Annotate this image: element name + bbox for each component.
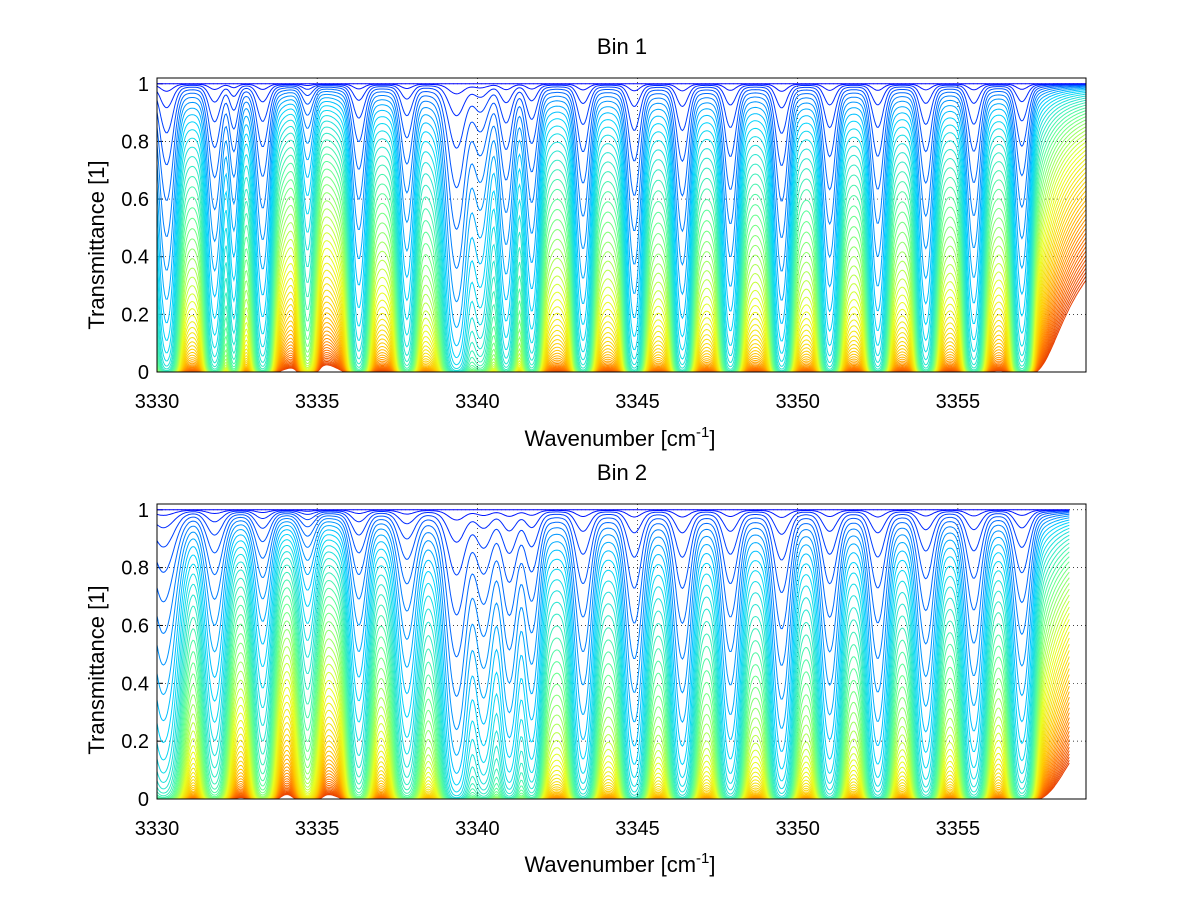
series-line: [156, 83, 1086, 117]
series-line: [156, 110, 1087, 372]
series-line: [156, 86, 1086, 303]
y-tick-label: 1: [138, 500, 149, 522]
series-line: [156, 551, 1070, 799]
x-tick-label: 3340: [455, 391, 500, 413]
y-tick-label: 0: [138, 789, 149, 811]
series-line: [156, 542, 1070, 799]
x-tick-label: 3330: [135, 391, 180, 413]
x-tick-labels: 3330 3335 3340 3345 3350 3355: [135, 818, 980, 840]
x-tick-label: 3335: [295, 391, 340, 413]
x-tick-label: 3340: [455, 818, 500, 840]
x-axis-label: Wavenumber [cm-1]: [524, 850, 715, 877]
series-line: [156, 511, 1070, 616]
series-line: [156, 102, 1087, 372]
series-line: [156, 93, 1087, 370]
y-tick-label: 0.8: [121, 558, 149, 580]
x-tick-label: 3345: [615, 818, 660, 840]
y-tick-label: 0.6: [121, 615, 149, 637]
plot-frame: [156, 503, 1087, 800]
series-line: [156, 91, 1087, 366]
y-tick-label: 0: [138, 362, 149, 384]
chart-panel-bin-1: Bin 1 3330 3335 3340 3345 3350 3355 0 0.2 0.4 0.…: [84, 34, 1087, 451]
x-tick-label: 3330: [135, 818, 180, 840]
x-tick-label: 3350: [775, 818, 820, 840]
series-group: [156, 83, 1087, 372]
series-line: [156, 83, 1086, 149]
series-line: [156, 509, 1070, 543]
series-line: [156, 527, 1070, 797]
series-line: [156, 517, 1070, 756]
y-axis-label: Transmittance [1]: [84, 160, 109, 329]
x-tick-label: 3355: [936, 391, 981, 413]
y-tick-label: 0.2: [121, 731, 149, 753]
series-line: [156, 104, 1087, 372]
x-tick-label: 3355: [936, 818, 981, 840]
y-tick-labels: 0 0.2 0.4 0.6 0.8 1: [121, 500, 149, 811]
y-tick-label: 0.6: [121, 189, 149, 211]
series-line: [156, 509, 1070, 521]
series-line: [156, 84, 1086, 189]
chart-panel-bin-2: Bin 2 3330 3335 3340 3345 3350 3355 0 0.2 0.4 0.…: [84, 460, 1087, 877]
series-line: [156, 87, 1087, 329]
y-tick-labels: 0 0.2 0.4 0.6 0.8 1: [121, 74, 149, 384]
series-group: [156, 509, 1070, 799]
series-line: [156, 83, 1086, 95]
series-line: [156, 97, 1087, 372]
y-tick-label: 1: [138, 74, 149, 96]
series-line: [156, 538, 1070, 799]
series-line: [156, 510, 1070, 576]
series-line: [157, 566, 1070, 799]
series-line: [156, 99, 1087, 372]
series-line: [156, 534, 1070, 799]
series-line: [157, 561, 1070, 799]
y-tick-label: 0.2: [121, 304, 149, 326]
x-axis-label: Wavenumber [cm-1]: [524, 424, 715, 451]
series-line: [156, 89, 1087, 347]
series-line: [156, 85, 1086, 270]
chart-title: Bin 1: [597, 34, 647, 59]
series-line: [156, 513, 1070, 697]
x-tick-labels: 3330 3335 3340 3345 3350 3355: [135, 391, 980, 413]
y-tick-label: 0.4: [121, 673, 149, 695]
series-line: [156, 547, 1070, 799]
chart-title: Bin 2: [597, 460, 647, 485]
series-line: [156, 95, 1087, 372]
series-line: [156, 515, 1070, 731]
series-line: [156, 531, 1070, 799]
x-tick-label: 3335: [295, 818, 340, 840]
y-tick-label: 0.8: [121, 131, 149, 153]
series-line: [156, 556, 1070, 799]
series-line: [156, 113, 1087, 372]
series-line: [156, 524, 1070, 793]
series-line: [156, 519, 1070, 774]
series-line: [156, 512, 1070, 658]
series-line: [156, 90, 1087, 359]
series-line: [156, 85, 1086, 231]
plot-frame: [156, 77, 1087, 373]
x-tick-label: 3345: [615, 391, 660, 413]
y-tick-label: 0.4: [121, 247, 149, 269]
x-tick-label: 3350: [775, 391, 820, 413]
series-line: [156, 522, 1070, 786]
series-line: [157, 571, 1070, 799]
y-axis-label: Transmittance [1]: [84, 585, 109, 754]
series-line: [156, 107, 1087, 372]
